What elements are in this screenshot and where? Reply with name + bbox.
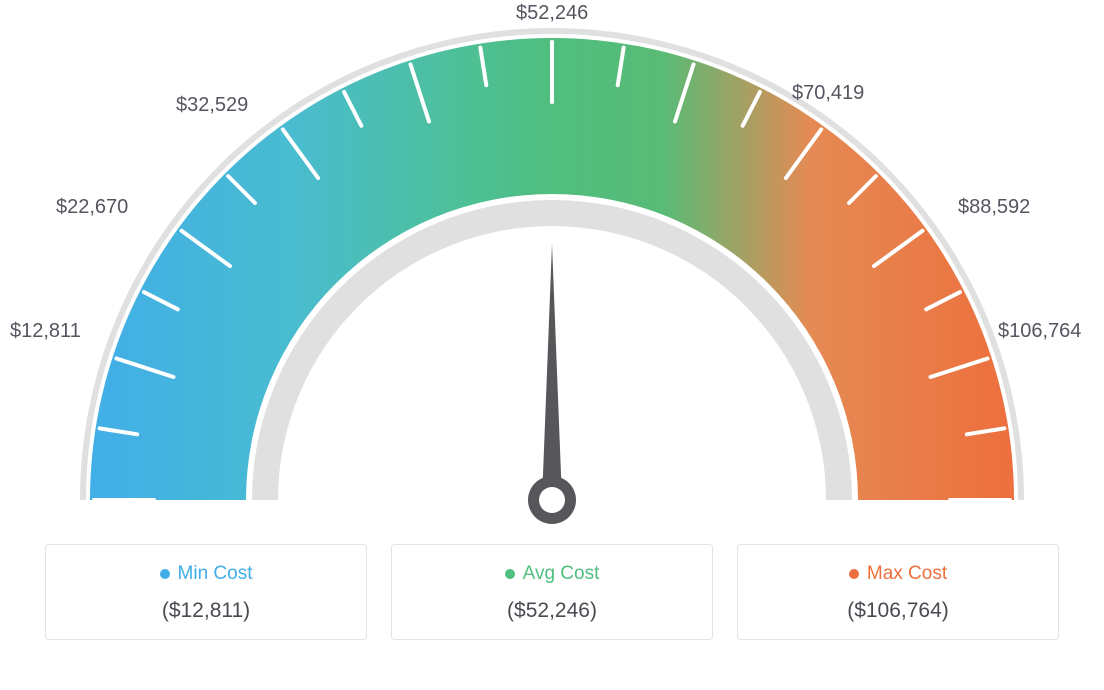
gauge-tick-label: $88,592	[958, 196, 1030, 219]
legend-avg-value: ($52,246)	[402, 599, 702, 623]
legend-max-value: ($106,764)	[748, 599, 1048, 623]
legend-avg-title: Avg Cost	[505, 563, 600, 585]
gauge-tick-label: $32,529	[176, 94, 248, 117]
legend-min-title: Min Cost	[160, 563, 253, 585]
legend-max-title: Max Cost	[849, 563, 947, 585]
legend-min-box: Min Cost ($12,811)	[45, 544, 367, 640]
legend: Min Cost ($12,811) Avg Cost ($52,246) Ma…	[0, 544, 1104, 640]
legend-min-value: ($12,811)	[56, 599, 356, 623]
legend-avg-label: Avg Cost	[523, 563, 600, 585]
gauge-tick-label: $12,811	[10, 320, 81, 343]
gauge-svg	[0, 0, 1104, 540]
gauge-tick-label: $52,246	[516, 2, 588, 25]
gauge-chart: $12,811 $22,670 $32,529 $52,246 $70,419 $88,5…	[0, 0, 1104, 540]
gauge-tick-label: $70,419	[792, 82, 864, 105]
legend-avg-box: Avg Cost ($52,246)	[391, 544, 713, 640]
gauge-tick-label: $22,670	[56, 196, 128, 219]
legend-min-label: Min Cost	[178, 563, 253, 585]
legend-max-label: Max Cost	[867, 563, 947, 585]
legend-avg-dot	[505, 569, 515, 579]
legend-max-box: Max Cost ($106,764)	[737, 544, 1059, 640]
gauge-tick-label: $106,764	[998, 320, 1081, 343]
legend-min-dot	[160, 569, 170, 579]
legend-max-dot	[849, 569, 859, 579]
